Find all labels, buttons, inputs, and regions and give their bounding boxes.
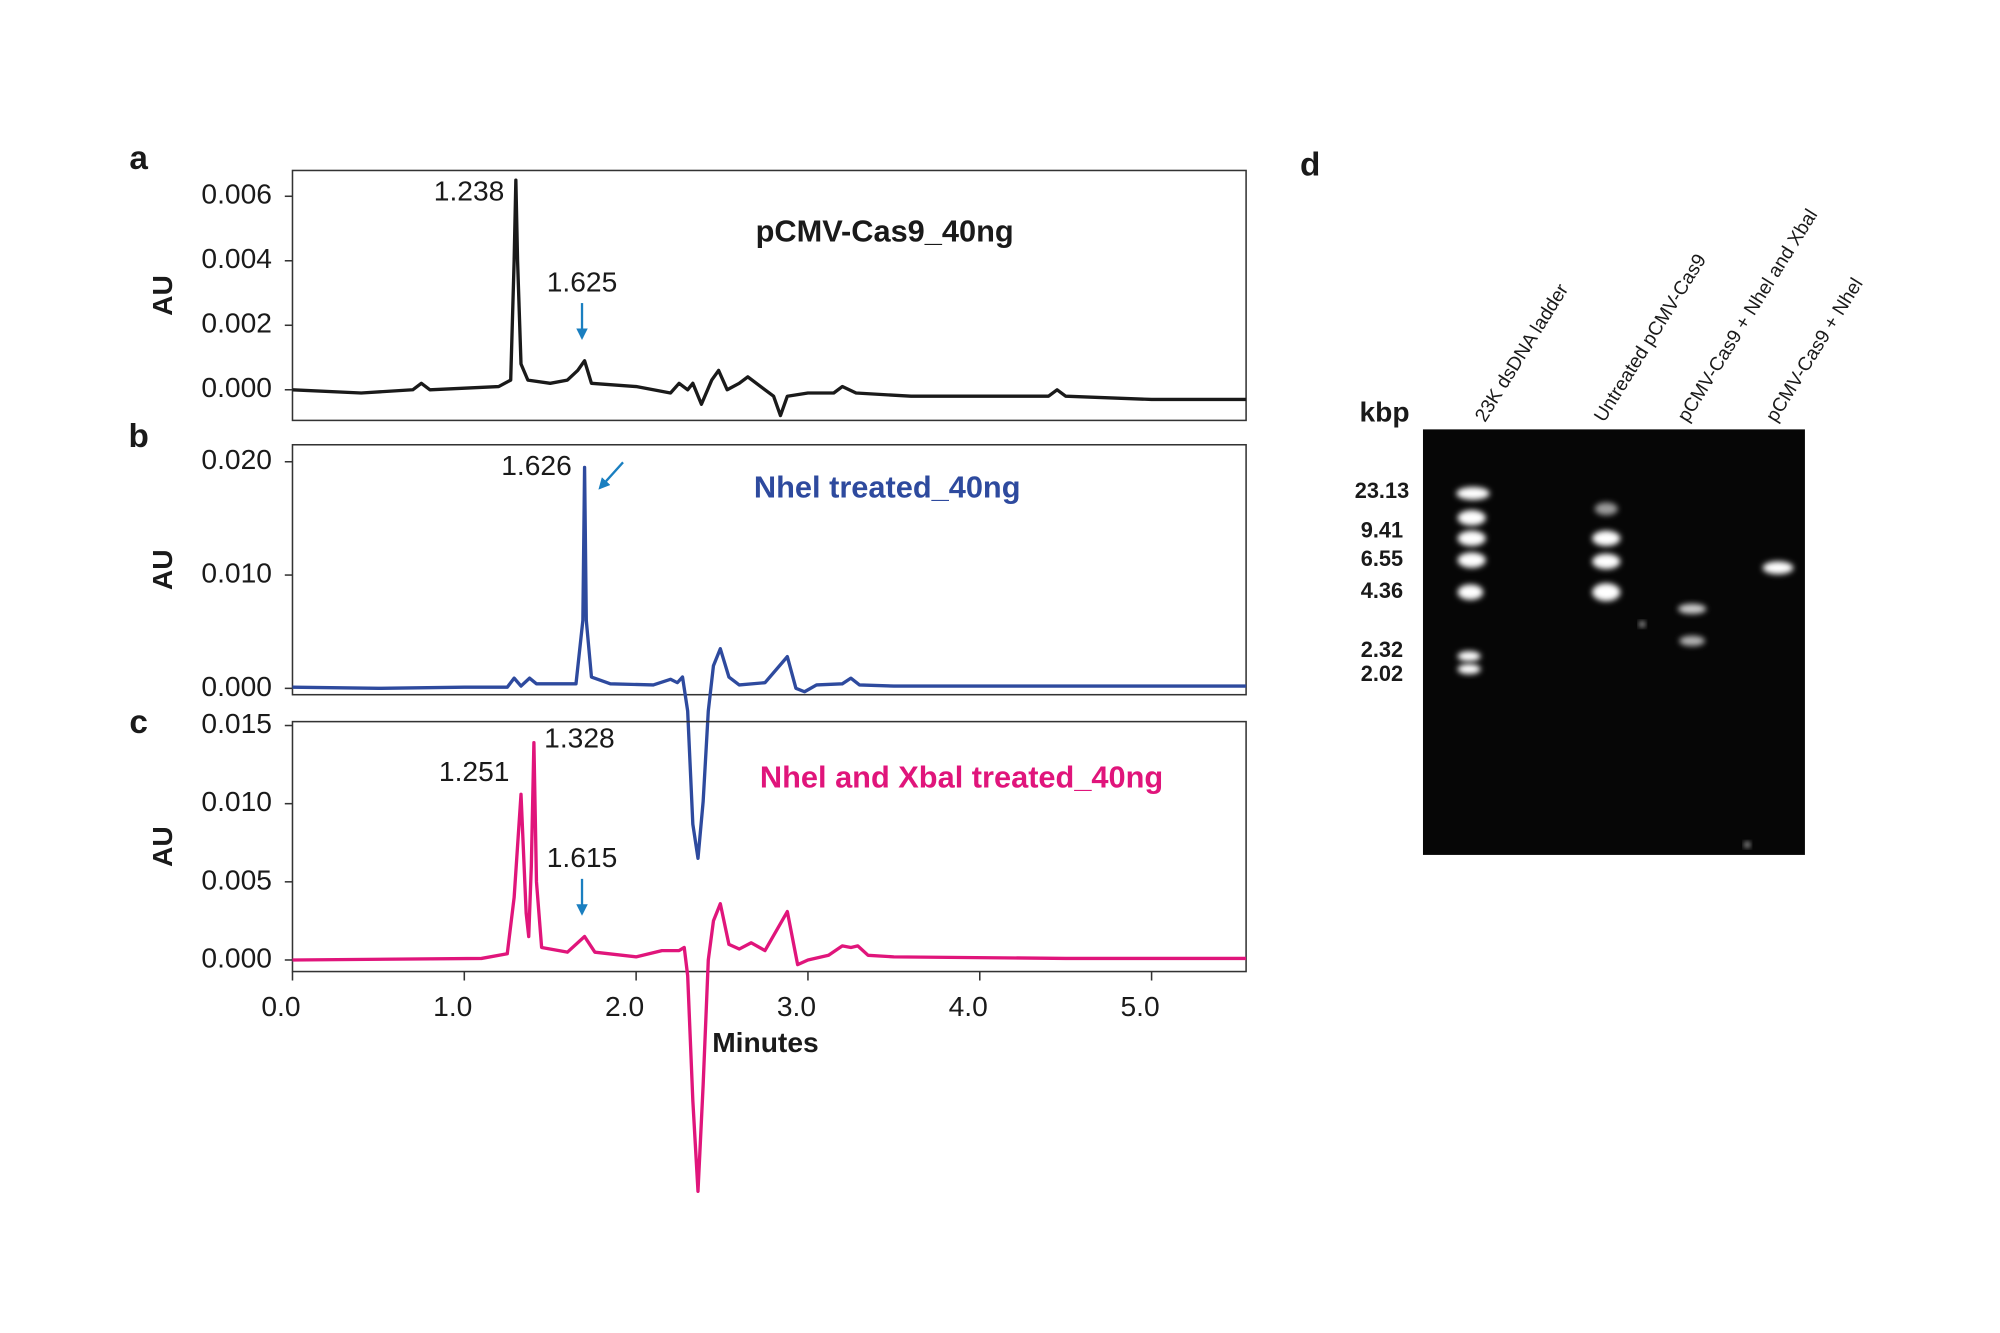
band xyxy=(1457,663,1481,675)
gel-bands xyxy=(1456,487,1794,848)
peak-label: 1.251 xyxy=(439,755,510,787)
band xyxy=(1679,635,1705,646)
chart-panel: c AU Nhel and Xbal treated_40ng 0.000 0.005 0… xyxy=(129,704,1247,1193)
size-marker: 6.55 xyxy=(1361,546,1403,571)
peak-label: 1.615 xyxy=(547,841,618,873)
y-tick-label: 0.002 xyxy=(201,307,272,339)
band xyxy=(1457,552,1486,568)
peak-label: 1.626 xyxy=(501,449,572,481)
size-marker: 2.02 xyxy=(1361,661,1403,686)
x-tick-label: 4.0 xyxy=(949,990,988,1022)
band xyxy=(1457,510,1486,526)
chromatogram-line xyxy=(292,178,1247,418)
peak-label: 1.238 xyxy=(434,174,505,206)
band xyxy=(1592,553,1621,570)
plot-frame xyxy=(291,443,1247,696)
y-tick-label: 0.010 xyxy=(201,785,272,817)
x-tick-label: 1.0 xyxy=(433,990,472,1022)
band xyxy=(1594,502,1618,516)
x-axis-label: Minutes xyxy=(712,1026,819,1058)
plot-frame xyxy=(291,720,1247,973)
series-title: pCMV-Cas9_40ng xyxy=(756,213,1014,248)
panel-label: d xyxy=(1300,146,1320,183)
x-tick-label: 3.0 xyxy=(777,990,816,1022)
peak-label: 1.328 xyxy=(544,722,615,754)
y-tick-label: 0.000 xyxy=(201,371,272,403)
panel-label: b xyxy=(128,418,148,455)
band xyxy=(1592,583,1621,602)
band xyxy=(1457,584,1484,600)
y-tick-label: 0.004 xyxy=(201,242,272,274)
y-tick-label: 0.000 xyxy=(201,941,272,973)
band xyxy=(1592,530,1621,547)
chart-panel: b AU Nhel treated_40ng 0.000 0.010 0.020 1.626 xyxy=(128,418,1247,860)
y-tick-label: 0.020 xyxy=(201,443,272,475)
band xyxy=(1457,651,1481,662)
peak-arrow xyxy=(598,461,624,490)
chart-panel: a AU pCMV-Cas9_40ng 0.000 0.002 0.004 0.006 1.2… xyxy=(129,140,1247,422)
size-marker: 2.32 xyxy=(1361,637,1403,662)
y-tick-label: 0.010 xyxy=(201,557,272,589)
x-tick-label: 5.0 xyxy=(1120,990,1159,1022)
size-marker: 23.13 xyxy=(1355,478,1409,503)
size-marker: 9.41 xyxy=(1361,518,1403,543)
chromatogram-line xyxy=(292,741,1247,1193)
band xyxy=(1457,530,1486,547)
plot-frame xyxy=(291,169,1247,422)
panel-label: c xyxy=(129,704,148,741)
gel-image xyxy=(1422,429,1805,855)
unit-label: kbp xyxy=(1359,395,1409,427)
x-tick-label: 0.0 xyxy=(261,990,300,1022)
band xyxy=(1762,561,1794,575)
series-title: Nhel treated_40ng xyxy=(754,470,1021,505)
x-tick-label: 2.0 xyxy=(605,990,644,1022)
speck xyxy=(1744,842,1750,848)
y-axis-label: AU xyxy=(146,826,178,867)
speck xyxy=(1639,621,1645,627)
y-axis-label: AU xyxy=(146,275,178,316)
band xyxy=(1456,487,1490,500)
band xyxy=(1678,603,1707,614)
y-tick-label: 0.006 xyxy=(201,178,272,210)
chromatogram-line xyxy=(292,465,1247,860)
peak-label: 1.625 xyxy=(547,265,618,297)
series-title: Nhel and Xbal treated_40ng xyxy=(760,759,1163,794)
size-marker: 4.36 xyxy=(1361,578,1403,603)
y-axis-label: AU xyxy=(146,549,178,590)
y-tick-label: 0.005 xyxy=(201,863,272,895)
y-tick-label: 0.000 xyxy=(201,670,272,702)
y-tick-label: 0.015 xyxy=(201,707,272,739)
panel-label: a xyxy=(129,140,148,177)
